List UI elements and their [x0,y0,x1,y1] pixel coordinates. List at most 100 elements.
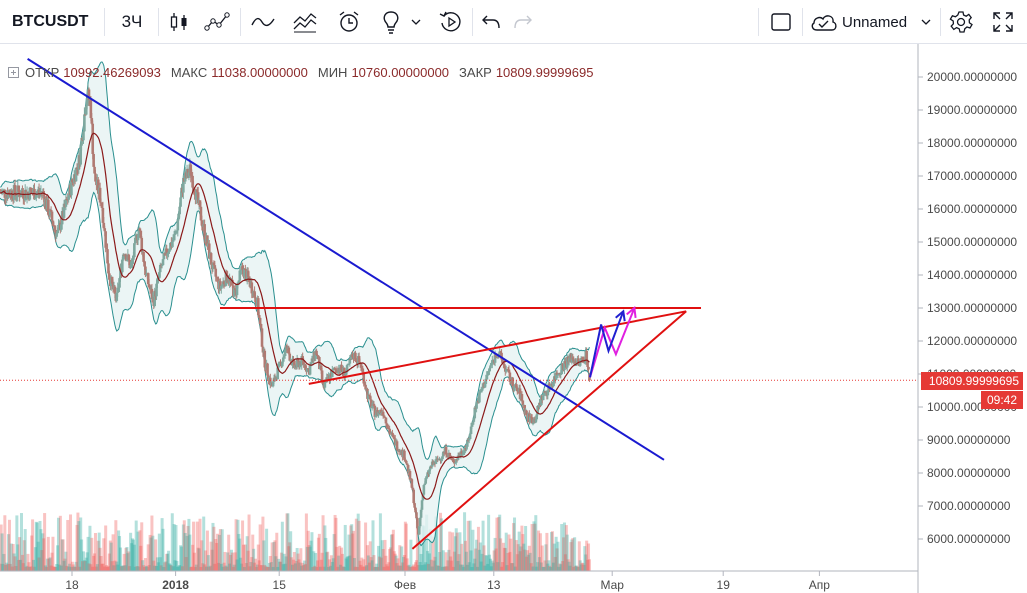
volume-bar [320,552,324,571]
candle-body [243,268,246,277]
candle-body [392,436,396,439]
volume-bar [317,533,321,571]
candle-body [387,428,391,430]
volume-bar [73,566,77,571]
volume-bar [326,551,330,571]
volume-bar [219,563,223,571]
candle-body [103,228,107,232]
volume-bar [87,563,91,571]
toolbar-divider [802,8,803,36]
volume-bar [247,514,251,571]
volume-bar [302,564,306,571]
candle-body [215,276,218,278]
layout-name-button[interactable]: Unnamed [842,13,908,31]
candle-body [47,199,50,215]
collapse-legend-icon[interactable] [8,66,19,78]
candle-body [171,240,175,242]
idea-icon[interactable] [378,0,404,44]
volume-bar [11,543,15,571]
drawings[interactable] [0,58,918,550]
candle-body [504,369,508,372]
candle-body [281,361,284,367]
volume-bar [459,564,463,571]
volume-bar [195,521,199,571]
volume-bar [348,555,352,571]
candles-icon[interactable] [166,0,192,44]
candle-body [587,366,590,370]
candle-body [94,173,97,182]
volume-bar [323,525,327,571]
candles [0,84,591,536]
candle-body [515,384,518,388]
candle-body [494,353,498,357]
volume-bar [59,565,63,571]
chevron-down-icon[interactable] [918,0,934,44]
volume-bar [240,563,244,571]
chart-pane[interactable]: 6000.00000000 7000.00000000 8000.00000000 9… [0,44,1027,593]
volume-bar [16,544,20,571]
volume-bar [352,530,356,571]
volume-bar [182,520,186,571]
volume-bar [501,542,505,571]
candle-body [541,395,545,401]
candle-body [182,178,185,193]
multi-line-icon[interactable] [290,0,320,44]
candle-body [237,280,241,283]
candle-body [588,374,591,381]
volume-bar [423,564,427,571]
fullscreen-box-icon[interactable] [768,0,794,44]
chevron-down-icon[interactable] [408,0,424,44]
expand-icon[interactable] [988,0,1018,44]
volume-bar [241,520,245,571]
volume-bar [118,547,122,571]
candle-body [434,459,438,465]
volume-bar [470,566,474,571]
candle-body [488,368,491,372]
volume-bar [537,557,541,571]
price-chart[interactable]: 6000.00000000 7000.00000000 8000.00000000 9… [0,44,1027,593]
candle-body [391,432,394,435]
replay-icon[interactable] [436,0,466,44]
candle-body [454,462,457,464]
volume-bar [404,523,408,571]
indicators-icon[interactable] [200,0,234,44]
volume-bar [113,560,117,571]
candle-body [377,411,380,416]
moving-average-line [0,132,590,500]
volume-bar [164,561,168,571]
volume-bar [151,535,155,571]
volume-bar [251,534,255,571]
volume-bar [69,514,73,571]
volume-bar [177,565,181,571]
volume-bar [229,554,233,571]
volume-bar [154,539,158,571]
symbol-search-button[interactable]: BTCUSDT [12,13,89,30]
volume-bar [166,553,170,571]
volume-bar [256,544,260,571]
candle-body [424,478,428,484]
volume-bar [482,545,486,571]
volume-bar [558,563,562,571]
cloud-icon[interactable] [808,0,840,44]
volume-bar [34,521,38,571]
undo-icon[interactable] [478,0,504,44]
candle-body [405,463,409,466]
candle-body [269,377,272,386]
volume-bar [552,543,556,571]
candle-body [422,485,426,495]
volume-bar [19,559,23,571]
compare-line-icon[interactable] [248,0,278,44]
volume-bar [33,547,37,571]
volume-bar [184,557,188,571]
volume-bar [190,566,194,571]
volume-bar [406,565,410,571]
redo-icon[interactable] [510,0,536,44]
settings-icon[interactable] [946,0,976,44]
candle-body [330,369,334,378]
interval-button[interactable]: 3Ч [121,12,143,31]
candle-body [34,193,38,198]
alert-icon[interactable] [334,0,364,44]
candle-body [368,395,372,400]
volume-bar [218,529,222,571]
volume-bar [167,550,171,571]
